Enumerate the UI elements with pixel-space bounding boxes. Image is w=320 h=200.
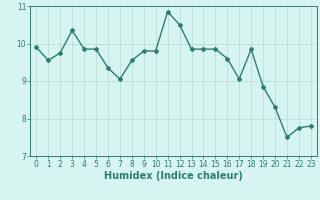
X-axis label: Humidex (Indice chaleur): Humidex (Indice chaleur) [104, 171, 243, 181]
